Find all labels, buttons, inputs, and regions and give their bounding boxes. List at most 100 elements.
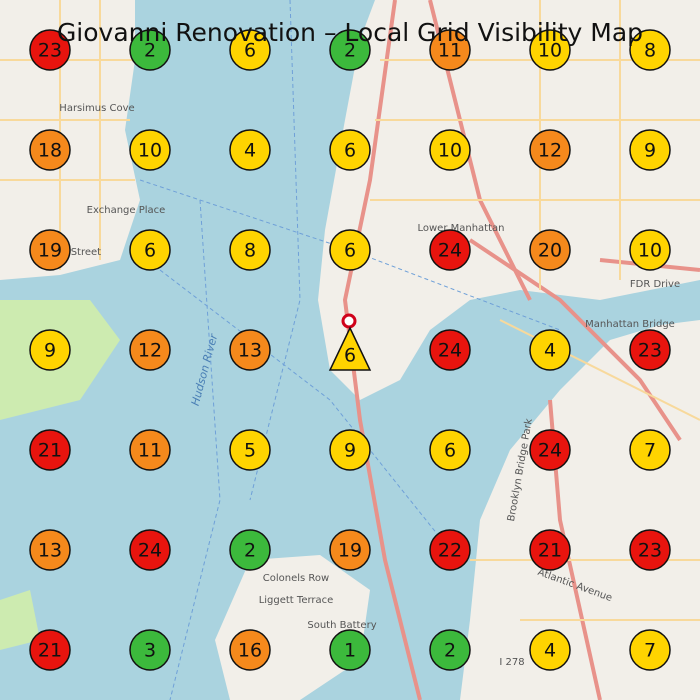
site-pin — [341, 313, 357, 329]
cell-value: 9 — [44, 340, 56, 362]
grid-cell — [129, 529, 171, 571]
grid-cell — [29, 29, 71, 71]
cell-value: 6 — [444, 440, 456, 462]
cell-value: 2 — [244, 540, 256, 562]
cell-value: 13 — [38, 540, 62, 562]
jersey-city — [0, 0, 140, 280]
grid-cell — [29, 329, 71, 371]
cell-value: 18 — [38, 140, 62, 162]
cell-value: 7 — [644, 640, 656, 662]
cell-value: 8 — [244, 240, 256, 262]
cell-value: 11 — [138, 440, 162, 462]
grid-cell — [429, 329, 471, 371]
grid-cell — [329, 529, 371, 571]
map-label: South Battery — [307, 620, 376, 631]
map-label: Colonels Row — [263, 573, 329, 584]
grid-cell — [329, 29, 371, 71]
grid-cell — [329, 629, 371, 671]
park — [0, 590, 40, 650]
cell-value: 21 — [538, 540, 562, 562]
cell-value: 20 — [538, 240, 562, 262]
grid-cell — [229, 329, 271, 371]
grid-cell — [429, 129, 471, 171]
cell-value: 6 — [344, 240, 356, 262]
grid-cell — [29, 229, 71, 271]
cell-value: 19 — [38, 240, 62, 262]
cell-value: 7 — [644, 440, 656, 462]
grid-cell — [229, 229, 271, 271]
grid-cell — [529, 129, 571, 171]
cell-value: 9 — [344, 440, 356, 462]
cell-value: 5 — [244, 440, 256, 462]
cell-value: 24 — [438, 340, 462, 362]
cell-value: 10 — [138, 140, 162, 162]
grid-cell — [629, 529, 671, 571]
cell-value: 3 — [144, 640, 156, 662]
cell-value: 6 — [244, 40, 256, 62]
grid-cell — [629, 429, 671, 471]
map-label: Harsimus Cove — [59, 103, 134, 114]
cell-value: 24 — [438, 240, 462, 262]
grid-cell — [529, 229, 571, 271]
grid-cell — [629, 329, 671, 371]
grid-cell — [529, 629, 571, 671]
cell-value: 10 — [638, 240, 662, 262]
grid-cell — [29, 629, 71, 671]
grid-cell — [329, 229, 371, 271]
grid-cell — [229, 629, 271, 671]
grid-cell — [229, 529, 271, 571]
grid-cell — [129, 229, 171, 271]
grid-cell — [129, 329, 171, 371]
title: Giovanni Renovation – Local Grid Visibil… — [57, 18, 643, 47]
cell-value: 4 — [244, 140, 256, 162]
grid-cell — [329, 429, 371, 471]
cell-value: 6 — [344, 140, 356, 162]
cell-value: 12 — [138, 340, 162, 362]
grid-cell — [129, 129, 171, 171]
cell-value: 2 — [344, 40, 356, 62]
cell-value: 4 — [544, 340, 556, 362]
cell-value: 4 — [544, 640, 556, 662]
grid-cell — [229, 29, 271, 71]
map-label: Lower Manhattan — [417, 223, 504, 234]
grid-cell — [429, 529, 471, 571]
map-label: Exchange Place — [87, 205, 166, 216]
grid-cell — [529, 29, 571, 71]
cell-value: 10 — [438, 140, 462, 162]
grid-cell — [229, 129, 271, 171]
grid-cell — [129, 29, 171, 71]
grid-cell — [629, 129, 671, 171]
site-marker — [341, 313, 357, 329]
cell-value: 22 — [438, 540, 462, 562]
cell-value: 24 — [138, 540, 162, 562]
grid-cell — [429, 229, 471, 271]
cell-value: 13 — [238, 340, 262, 362]
grid-cell — [329, 129, 371, 171]
cell-value: 24 — [538, 440, 562, 462]
grid-cell — [529, 329, 571, 371]
brooklyn — [460, 320, 700, 700]
cell-value: 21 — [38, 640, 62, 662]
cell-value: 11 — [438, 40, 462, 62]
ferry-routes — [139, 0, 561, 700]
cell-value: 23 — [38, 40, 62, 62]
cell-value: 6 — [144, 240, 156, 262]
cell-value: 2 — [444, 640, 456, 662]
site-triangle — [328, 326, 372, 371]
grid-cell — [629, 29, 671, 71]
grid-cell — [129, 429, 171, 471]
grid-cell — [229, 429, 271, 471]
cell-value: 19 — [338, 540, 362, 562]
map-label: Manhattan Bridge — [585, 319, 675, 330]
grid: 23 2 6 2 11 10 818 10 4 6 10 12 919 6 8 6 24 20 109 12 13 6 24… — [29, 29, 671, 671]
grid-cell — [429, 629, 471, 671]
grid-cell — [529, 429, 571, 471]
map-label: FDR Drive — [630, 279, 680, 290]
cell-value: 21 — [38, 440, 62, 462]
grid-cell — [629, 229, 671, 271]
cell-value: 23 — [638, 540, 662, 562]
grid-cell — [429, 29, 471, 71]
grid-cell — [429, 429, 471, 471]
cell-value: 16 — [238, 640, 262, 662]
